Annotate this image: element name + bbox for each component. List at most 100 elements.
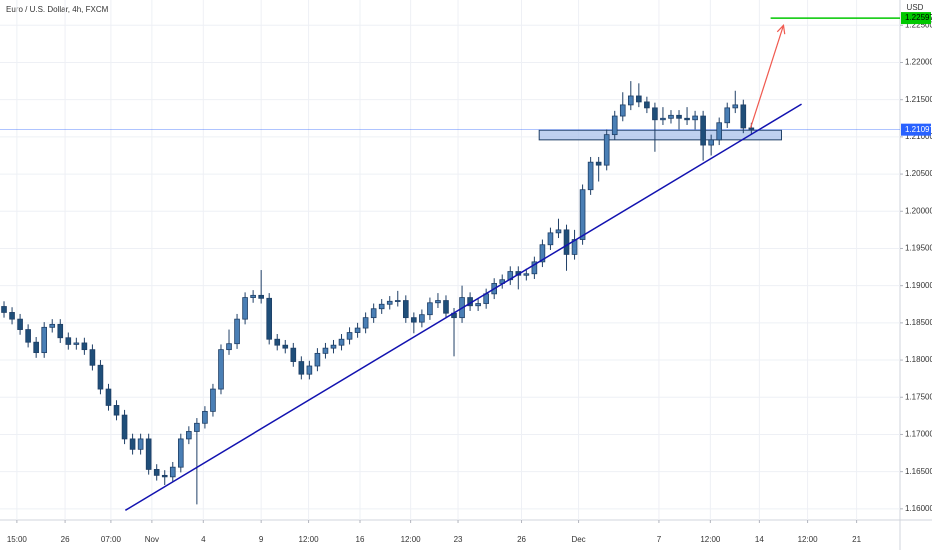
candle-body (282, 344, 289, 349)
candle-body (676, 114, 682, 119)
trend-line (124, 103, 802, 511)
price-label-box (901, 123, 931, 136)
candle-body (443, 300, 449, 314)
candle-body (579, 189, 586, 240)
y-tick-label: 1.20500 (905, 169, 932, 178)
candle-body (427, 302, 433, 316)
candle-body (539, 244, 546, 263)
candle-body (394, 300, 401, 302)
candle-body (17, 318, 23, 330)
candle-body (81, 342, 88, 351)
y-tick-label: 1.21000 (905, 132, 932, 141)
x-tick-label: Dec (571, 535, 585, 544)
y-tick-label: 1.16500 (905, 467, 932, 476)
candle-body (9, 312, 15, 320)
target-label: 1.22597 (905, 13, 932, 22)
x-tick-label: 21 (852, 535, 861, 544)
candle-body (523, 273, 530, 276)
support-zone (538, 129, 782, 141)
candle-body (330, 344, 337, 349)
target-label-box (901, 12, 931, 25)
y-tick-label: 1.22500 (905, 20, 932, 29)
candle-body (65, 337, 72, 345)
y-tick-label: 1.20000 (905, 206, 932, 215)
candle-body (740, 104, 747, 129)
candle-body (644, 101, 650, 109)
candle-body (153, 469, 160, 476)
candle-body (692, 115, 698, 121)
candle-body (627, 95, 634, 106)
y-tick-label: 1.22000 (905, 58, 932, 67)
candle-body (716, 122, 723, 141)
candle-body (362, 317, 369, 329)
y-tick-label: 1.17000 (905, 430, 932, 439)
candle-body (194, 422, 200, 432)
candle-body (587, 161, 594, 191)
candle-body (242, 297, 248, 320)
candle-body (435, 300, 441, 304)
candle-body (137, 438, 144, 450)
candle-body (161, 474, 168, 478)
candle-body (306, 365, 313, 375)
candle-body (338, 338, 345, 346)
candle-body (732, 104, 739, 109)
candle-body (531, 261, 538, 275)
candle-body (97, 364, 104, 390)
candle-body (250, 294, 256, 298)
candle-body (177, 438, 184, 468)
candle-body (33, 341, 39, 354)
candle-body (322, 347, 329, 354)
candle-body (145, 438, 152, 470)
x-tick-label: 16 (356, 535, 365, 544)
y-tick-label: 1.21500 (905, 95, 932, 104)
candle-body (121, 414, 128, 440)
candle-body (346, 332, 353, 340)
chart-title: Euro / U.S. Dollar, 4h, FXCM (6, 5, 109, 14)
candle-body (595, 161, 602, 166)
candle-body (49, 323, 56, 328)
candle-body (266, 297, 273, 340)
x-tick-label: 9 (259, 535, 264, 544)
currency-label: USD (907, 3, 924, 12)
x-tick-label: 15:00 (7, 535, 28, 544)
x-tick-label: 26 (517, 535, 526, 544)
candle-body (234, 318, 240, 345)
candle-body (298, 361, 305, 375)
candle-body (113, 405, 120, 416)
candle-body (700, 115, 706, 146)
candle-body (129, 438, 136, 450)
candle-body (202, 410, 208, 424)
x-tick-label: 26 (61, 535, 70, 544)
x-tick-label: 12:00 (700, 535, 721, 544)
candle-body (57, 323, 64, 339)
candle-body (210, 388, 216, 412)
candle-body (748, 127, 755, 130)
y-tick-label: 1.19500 (905, 244, 932, 253)
candle-body (684, 117, 690, 121)
candle-body (660, 117, 666, 121)
candle-body (555, 229, 562, 234)
candle-body (25, 329, 31, 343)
candle-body (226, 343, 232, 351)
candle-body (218, 349, 224, 390)
candle-body (370, 308, 377, 319)
candle-body (571, 239, 578, 255)
candle-body (1, 306, 7, 313)
x-tick-label: 14 (755, 535, 764, 544)
candle-body (619, 104, 626, 117)
candle-body (708, 139, 714, 146)
price-label: 1.21097 (905, 125, 932, 134)
y-tick-label: 1.18500 (905, 318, 932, 327)
y-tick-label: 1.18000 (905, 355, 932, 364)
candle-body (402, 300, 409, 319)
candle-body (378, 303, 385, 310)
x-tick-label: Nov (145, 535, 159, 544)
candle-body (354, 327, 361, 333)
candle-body (652, 107, 658, 121)
forecast-arrow (749, 25, 785, 129)
candle-body (258, 294, 264, 299)
x-tick-label: 7 (657, 535, 662, 544)
